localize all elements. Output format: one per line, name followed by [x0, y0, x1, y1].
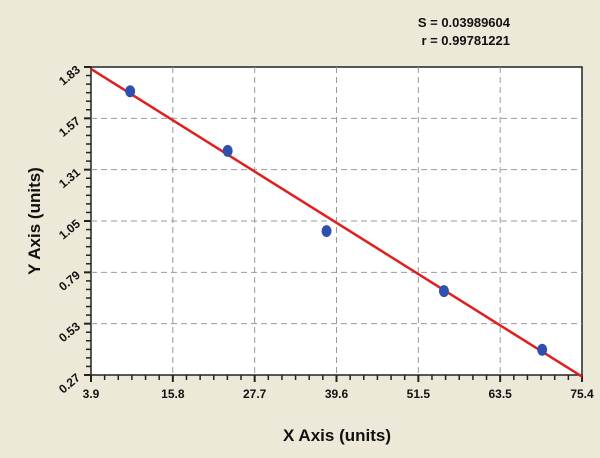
y-tick-label: 1.05 — [56, 216, 83, 242]
x-tick-label: 27.7 — [243, 387, 267, 401]
data-point — [438, 285, 449, 298]
y-tick-label: 1.83 — [56, 62, 83, 88]
data-point — [321, 225, 332, 238]
y-tick-label: 1.57 — [56, 114, 83, 140]
x-tick-label: 75.4 — [570, 387, 594, 401]
x-axis-label: X Axis (units) — [283, 426, 391, 445]
data-point — [537, 343, 548, 356]
data-point — [125, 85, 136, 98]
y-tick-label: 1.31 — [56, 165, 83, 191]
data-point — [222, 144, 233, 157]
x-tick-label: 39.6 — [325, 387, 349, 401]
y-tick-label: 0.27 — [56, 370, 83, 396]
x-tick-label: 51.5 — [407, 387, 431, 401]
y-axis-label: Y Axis (units) — [25, 167, 44, 275]
y-tick-label: 0.53 — [56, 319, 83, 345]
x-tick-label: 63.5 — [488, 387, 512, 401]
r-annotation: r = 0.99781221 — [421, 33, 510, 48]
fit-statistics: S = 0.03989604 r = 0.99781221 — [418, 14, 510, 50]
x-tick-label: 3.9 — [83, 387, 100, 401]
x-tick-label: 15.8 — [161, 387, 185, 401]
fit-line — [90, 67, 583, 378]
s-annotation: S = 0.03989604 — [417, 15, 510, 30]
y-tick-label: 0.79 — [56, 268, 83, 294]
